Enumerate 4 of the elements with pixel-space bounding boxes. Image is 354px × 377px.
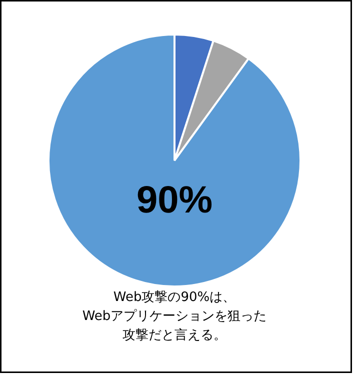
data-label: 90% (136, 180, 213, 222)
text: Webアプリケーションを狙った (82, 309, 267, 324)
text: Web攻撃の90%は、 (113, 290, 236, 305)
text: 攻撃だと言える。 (122, 327, 226, 343)
